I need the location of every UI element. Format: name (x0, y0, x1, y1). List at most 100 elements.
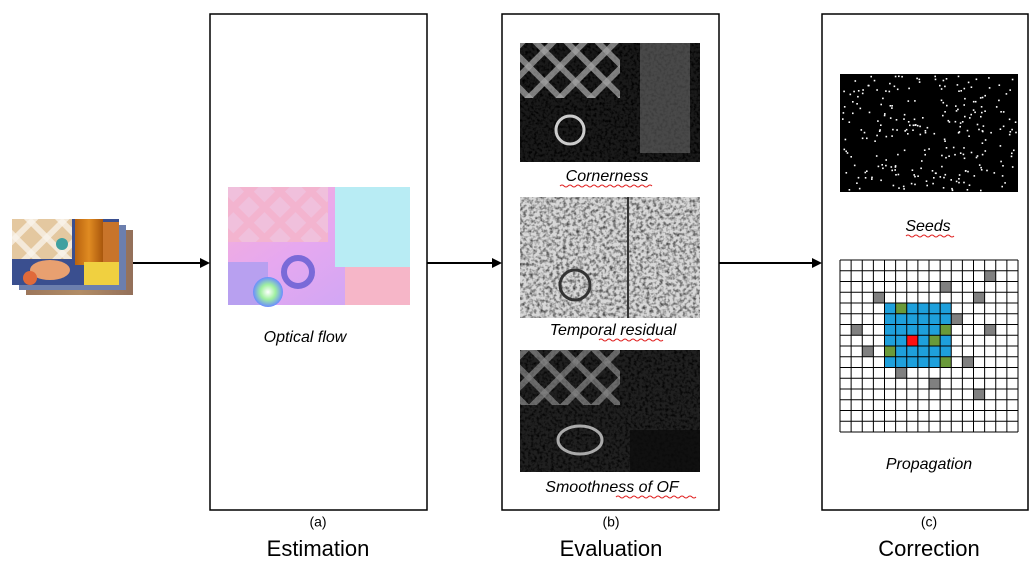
seed-dot (1005, 93, 1008, 95)
grid-cell (895, 313, 907, 325)
seed-dot (954, 120, 957, 123)
seed-dot (1011, 128, 1013, 131)
grid-cell (884, 324, 896, 336)
seed-dot (1001, 175, 1004, 177)
seed-dot (958, 90, 960, 92)
seed-dot (967, 81, 970, 84)
seed-dot (948, 155, 950, 157)
grid-cell (917, 346, 929, 357)
seed-dot (943, 176, 945, 179)
grid-cell (895, 356, 907, 368)
seed-dot (843, 148, 846, 151)
seed-dot (959, 125, 961, 128)
stage-label: (c) (921, 514, 937, 530)
cornerness-image (520, 43, 700, 162)
seed-dot (947, 119, 950, 122)
seed-dot (920, 167, 922, 170)
seed-dot (875, 155, 878, 157)
seed-dot (842, 112, 845, 114)
seed-dot (846, 152, 849, 154)
seed-dot (891, 169, 893, 172)
seed-dot (958, 174, 961, 176)
seed-dot (1010, 155, 1013, 158)
seed-dot (885, 159, 887, 161)
seed-dot (976, 123, 979, 126)
seed-dot (928, 148, 930, 150)
seed-dot (879, 129, 881, 131)
seed-dot (857, 90, 860, 92)
seed-dot (901, 75, 903, 78)
spell-underline (615, 495, 697, 499)
seed-dot (942, 187, 945, 189)
seed-dot (958, 178, 960, 180)
seed-dot (978, 128, 980, 131)
arrows (133, 258, 822, 268)
seed-dot (897, 173, 900, 176)
seed-dot (963, 181, 965, 184)
grid-cell (884, 335, 896, 346)
seed-dot (944, 140, 946, 142)
seed-dot (933, 132, 936, 135)
seed-dot (862, 89, 864, 91)
seed-dot (885, 135, 888, 138)
seed-dot (867, 84, 870, 87)
seed-dot (874, 140, 876, 142)
seed-dot (1008, 118, 1011, 121)
seed-dot (932, 182, 934, 185)
seed-dot (907, 121, 910, 123)
seed-dot (967, 170, 969, 173)
seed-dot (894, 165, 897, 167)
seed-dot (957, 108, 959, 111)
seed-dot (889, 105, 892, 107)
seed-dot (912, 124, 915, 127)
seed-dot (923, 149, 926, 151)
seed-dot (944, 111, 946, 113)
seed-dot (913, 118, 916, 121)
seed-dot (958, 181, 960, 184)
seed-dot (962, 153, 965, 156)
seed-dot (921, 160, 923, 162)
caption: Smoothness of OF (545, 479, 680, 496)
seed-dot (984, 150, 987, 152)
grid-cell (884, 303, 896, 314)
seed-dot (897, 153, 899, 156)
grid-cell (940, 281, 952, 293)
seed-dot (864, 171, 867, 174)
stage-label: (a) (309, 514, 326, 530)
seed-dot (863, 131, 866, 134)
seed-dot (918, 81, 921, 83)
seed-dot (909, 124, 911, 127)
seed-dot (854, 80, 857, 82)
seed-dot (861, 137, 864, 140)
seed-dot (970, 113, 972, 116)
seed-dot (858, 187, 861, 190)
grid-cell (940, 324, 952, 336)
grid-cell (917, 335, 929, 346)
seed-dot (885, 90, 887, 92)
seed-dot (940, 88, 943, 90)
seed-dot (924, 153, 926, 156)
seed-dot (842, 118, 844, 120)
seed-dot (966, 129, 969, 132)
seed-dot (853, 164, 856, 167)
seed-dot (907, 133, 909, 135)
seed-dot (933, 177, 935, 179)
grid-cell (973, 292, 985, 303)
seed-dot (966, 189, 969, 191)
seed-dot (870, 75, 872, 78)
seed-dot (1014, 121, 1017, 123)
seeds-image (840, 74, 1018, 192)
seed-dot (964, 97, 966, 100)
seed-dot (968, 184, 971, 186)
seed-dot (888, 90, 891, 93)
seed-dot (935, 172, 937, 175)
seed-dot (981, 96, 984, 99)
seed-dot (910, 182, 913, 185)
stage-title: Evaluation (560, 536, 663, 561)
grid-cell (884, 313, 896, 325)
seed-dot (843, 90, 845, 93)
grid-cell (895, 335, 907, 346)
seed-dot (974, 111, 976, 114)
seed-dot (914, 175, 916, 178)
seed-dot (884, 113, 886, 115)
